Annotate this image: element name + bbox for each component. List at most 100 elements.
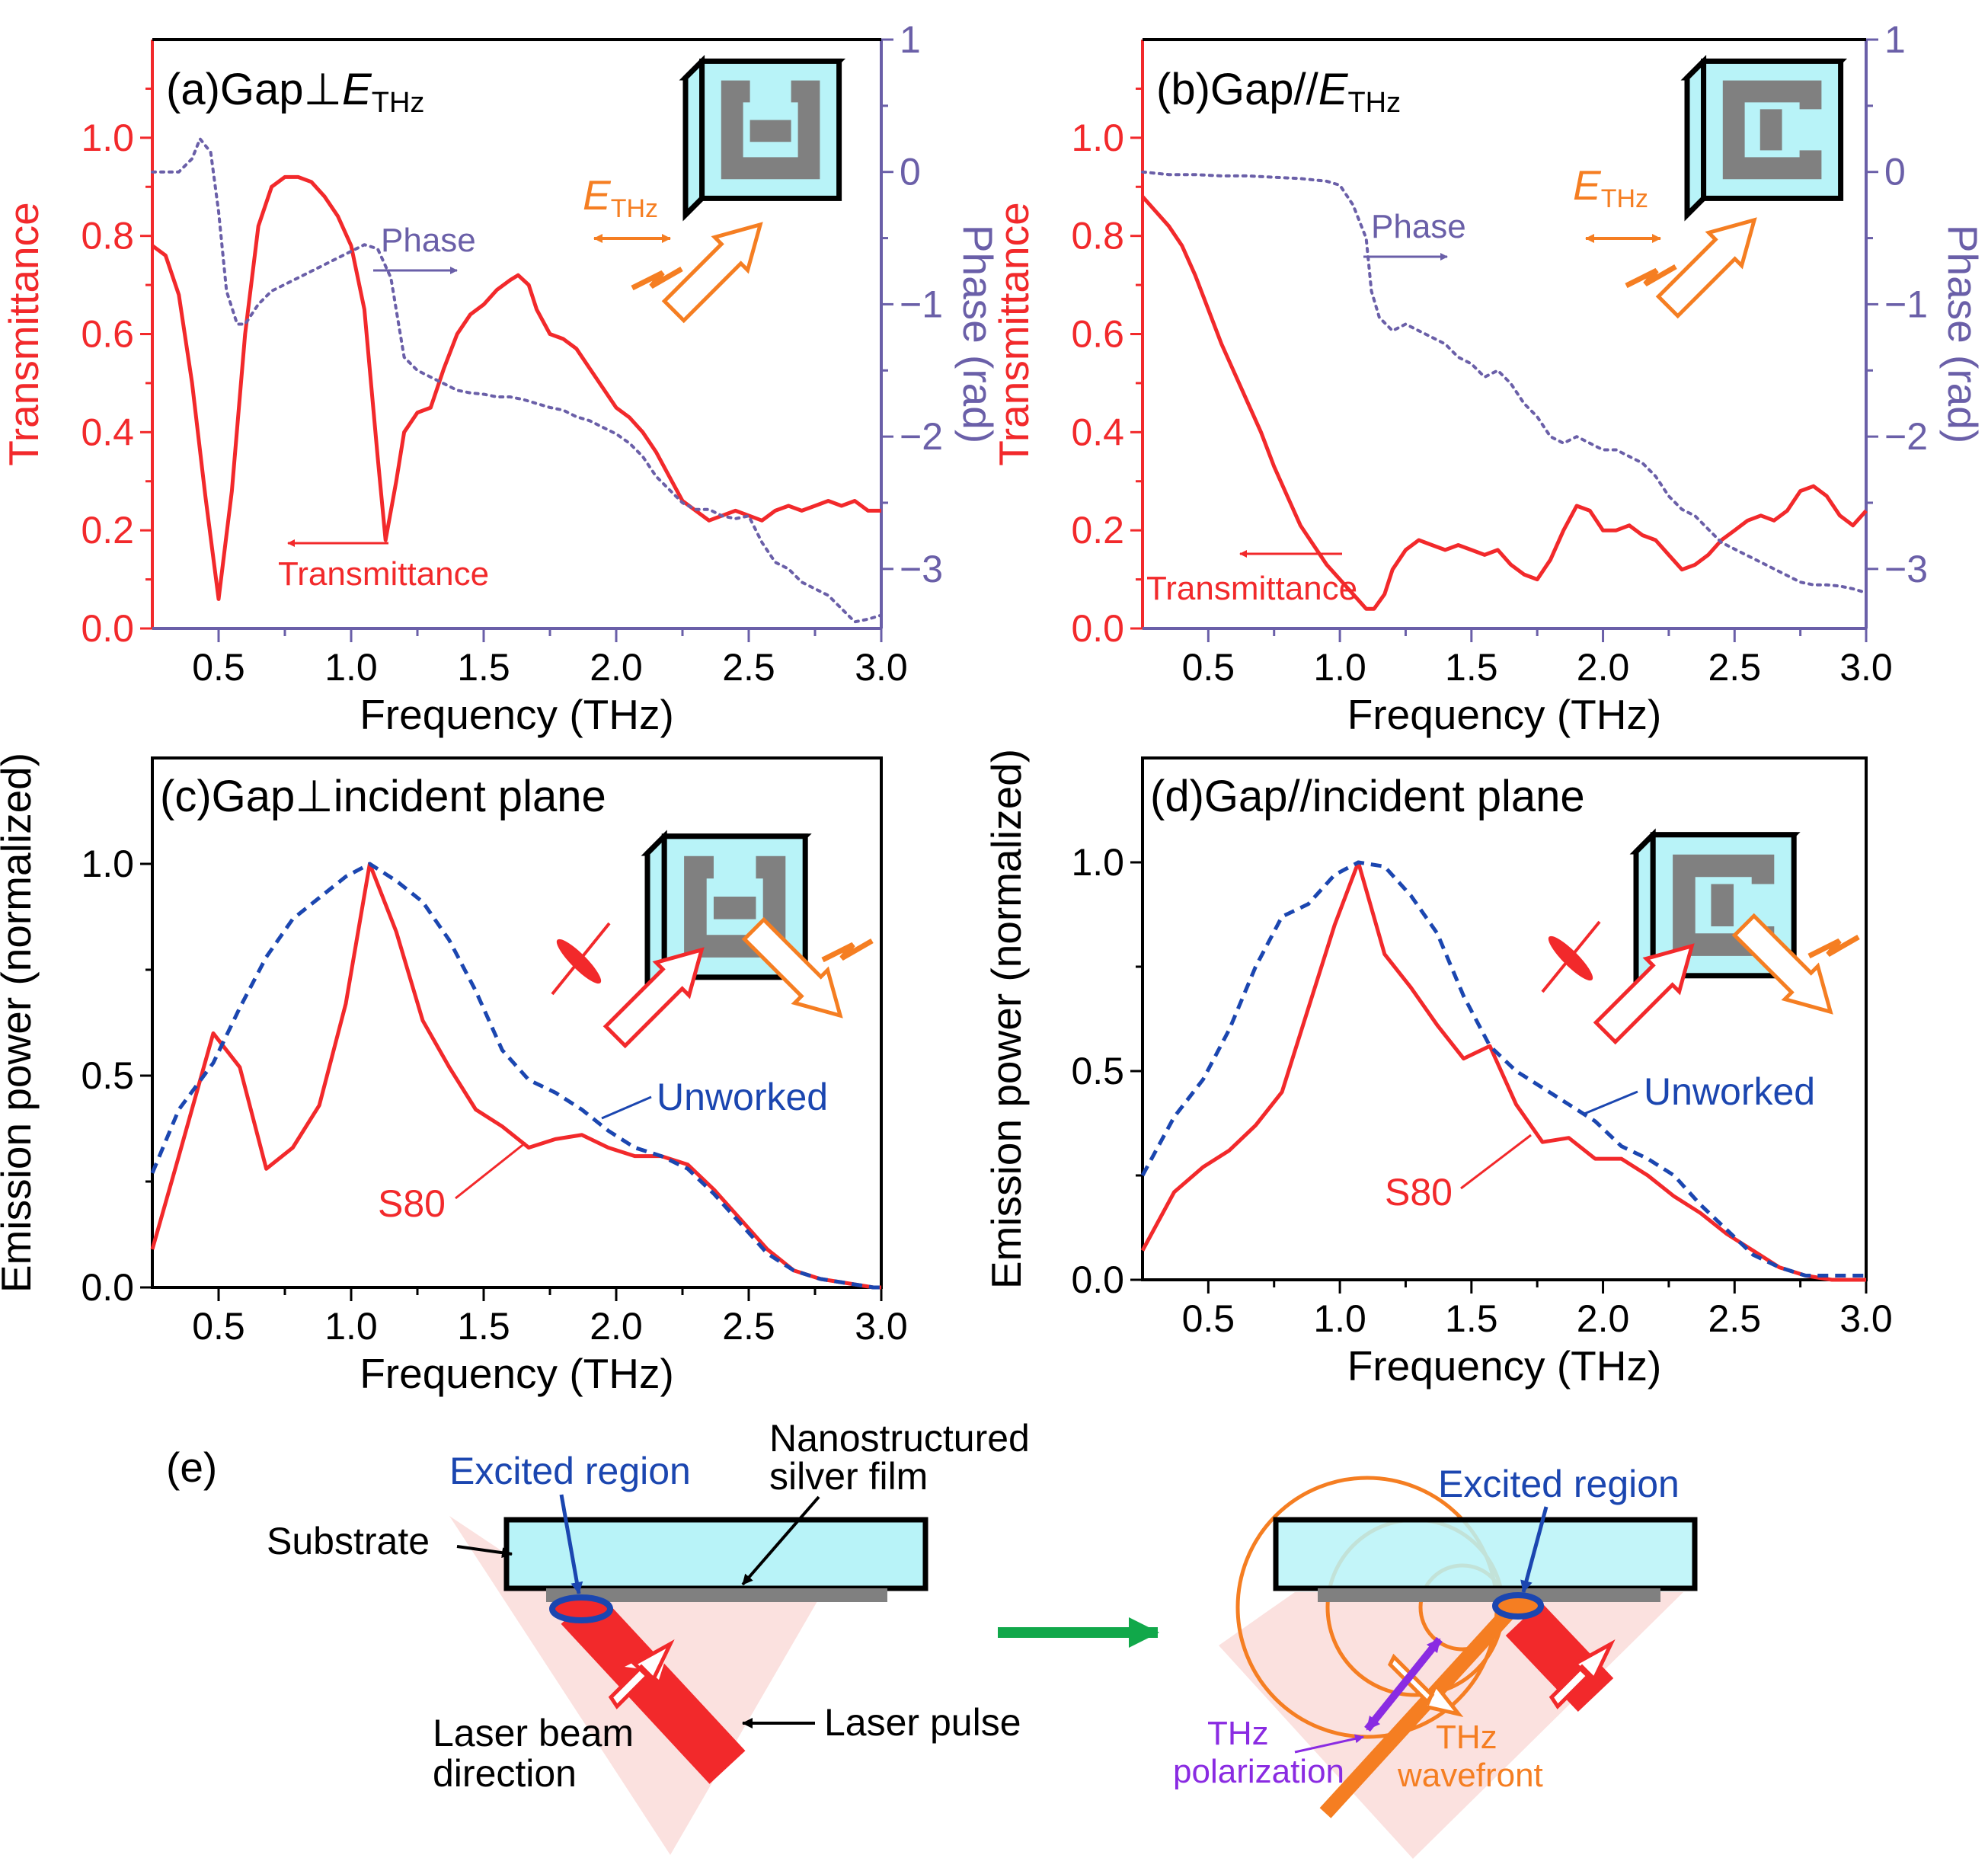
field-label: ETHz <box>583 171 658 223</box>
series-line-s80 <box>1140 860 1866 1282</box>
panel-e: (e) Excited region Nanostructured silver… <box>166 1417 1698 1859</box>
y-tick-label: 0.6 <box>81 313 134 356</box>
beam-direction-label-1: Laser beam <box>433 1712 634 1754</box>
unworked-pointer <box>601 1095 652 1120</box>
thz-wavefront-label-2: wavefront <box>1397 1757 1543 1794</box>
x-tick-label: 1.0 <box>1313 1297 1366 1340</box>
polarizer-lens <box>556 939 602 984</box>
x-tick-label: 3.0 <box>855 1305 908 1348</box>
y2-tick-label: 0 <box>1884 151 1906 193</box>
series-line-transmittance <box>1141 195 1868 611</box>
excited-region-pointer <box>559 1494 583 1594</box>
x-tick-label: 3.0 <box>1839 1297 1893 1340</box>
silver-film-right <box>1318 1588 1660 1602</box>
unworked-annotation: Unworked <box>657 1076 828 1118</box>
emission-arrow <box>741 916 843 1019</box>
thz-pulse-icon <box>631 266 683 291</box>
thz-polarization-label-2: polarization <box>1173 1753 1344 1790</box>
schematic-before: Excited region Nanostructured silver fil… <box>267 1417 1030 1855</box>
resonator-cube <box>1680 54 1848 222</box>
panel-title: (b)Gap//ETHz <box>1156 65 1401 119</box>
field-label: ETHz <box>1573 161 1648 213</box>
series-line-transmittance <box>151 174 881 601</box>
y2-axis-label: Phase (rad) <box>1939 225 1986 443</box>
thz-polarization-arrow <box>1364 1636 1443 1732</box>
x-tick-label: 2.0 <box>590 646 643 689</box>
x-tick-label: 0.5 <box>1182 1297 1235 1340</box>
y-axis-label: Emission power (normalized) <box>983 749 1030 1289</box>
thz-polarization-label-1: THz <box>1207 1715 1269 1752</box>
panel-b: 0.5 1.0 1.5 2.0 2.5 3.0 0.0 0.2 0.4 0.6 0.8 1.0 1 0 −1… <box>990 18 1986 738</box>
y2-axis-label: Phase (rad) <box>954 225 1002 443</box>
x-tick-label: 1.5 <box>1445 646 1498 689</box>
x-axis-label: Frequency (THz) <box>360 691 674 738</box>
thz-pulse-icon <box>1625 264 1677 289</box>
y-tick-label: 0.4 <box>81 411 134 453</box>
x-tick-label: 2.0 <box>590 1305 643 1348</box>
plot-frame <box>1141 756 1868 1281</box>
transmittance-annotation: Transmittance <box>278 555 489 593</box>
thz-pulse-icon <box>1807 934 1860 959</box>
panel-title: (d)Gap//incident plane <box>1150 772 1585 821</box>
pump-arrow <box>1593 943 1695 1045</box>
y2-tick-label: 1 <box>900 18 921 61</box>
x-axis-label: Frequency (THz) <box>1347 1342 1662 1390</box>
y2-tick-label: −3 <box>900 548 943 590</box>
y-tick-label: 0.0 <box>1071 1258 1124 1301</box>
y-tick-label: 0.5 <box>1071 1050 1124 1092</box>
S80-pointer <box>1460 1134 1532 1190</box>
y-axis-label: Transmittance <box>0 202 47 465</box>
x-tick-label: 1.5 <box>457 646 510 689</box>
x-tick-label: 1.5 <box>457 1305 510 1348</box>
laser-pulse-label: Laser pulse <box>824 1701 1021 1744</box>
polarizer-lens <box>1548 935 1593 981</box>
y-tick-label: 0.4 <box>1071 411 1124 453</box>
pump-arrow <box>602 947 705 1049</box>
resonator-cube-resonator <box>684 855 786 958</box>
x-tick-label: 2.5 <box>1708 646 1762 689</box>
resonator-cube-resonator <box>1673 854 1775 956</box>
y-tick-label: 1.0 <box>1071 841 1124 884</box>
panel-e-label: (e) <box>166 1444 217 1491</box>
y-tick-label: 1.0 <box>1071 117 1124 159</box>
transmittance-annotation: Transmittance <box>1146 570 1357 607</box>
beam-direction-arrow-right <box>1549 1639 1616 1709</box>
incidence-arrow <box>661 222 763 324</box>
y2-tick-label: −2 <box>900 415 943 458</box>
phase-annotation: Phase <box>381 222 476 259</box>
y-tick-label: 0.0 <box>81 1266 134 1309</box>
y-tick-label: 0.6 <box>1071 313 1124 356</box>
y-tick-label: 0.8 <box>81 215 134 257</box>
beam-direction-arrow-outline <box>608 1639 675 1709</box>
x-tick-label: 2.0 <box>1577 1297 1630 1340</box>
unworked-annotation: Unworked <box>1644 1070 1815 1113</box>
S80-annotation: S80 <box>378 1182 446 1225</box>
y2-tick-label: 1 <box>1884 18 1906 61</box>
thz-wavefront-label-1: THz <box>1436 1719 1497 1756</box>
excited-region-marker-right <box>1492 1592 1544 1620</box>
series-line-phase <box>1141 170 1868 595</box>
thz-polarization-pointer <box>1294 1734 1364 1754</box>
x-tick-label: 3.0 <box>1839 646 1893 689</box>
x-axis-label: Frequency (THz) <box>1347 691 1662 738</box>
emission-arrow <box>1731 913 1833 1015</box>
incidence-arrow <box>1655 217 1757 319</box>
thz-pulse-icon <box>821 938 874 963</box>
x-tick-label: 2.5 <box>722 646 775 689</box>
panel-title: (c)Gap⊥incident plane <box>160 772 606 821</box>
x-tick-label: 1.0 <box>324 646 378 689</box>
x-axis-label: Frequency (THz) <box>360 1350 674 1397</box>
y-tick-label: 0.2 <box>1071 509 1124 552</box>
x-tick-label: 2.0 <box>1577 646 1630 689</box>
y2-tick-label: −3 <box>1884 548 1928 590</box>
excited-region-pointer-right <box>1520 1506 1549 1593</box>
nanostructured-label-1: Nanostructured <box>769 1417 1030 1460</box>
excited-region-label-right: Excited region <box>1438 1463 1680 1505</box>
schematic-after: Excited region THz polarization THz wave… <box>1173 1463 1698 1859</box>
resonator-cube <box>679 54 846 222</box>
laser-beam <box>561 1591 746 1784</box>
silver-film <box>546 1588 887 1602</box>
substrate-block-right <box>1273 1517 1698 1591</box>
x-tick-label: 1.0 <box>324 1305 378 1348</box>
